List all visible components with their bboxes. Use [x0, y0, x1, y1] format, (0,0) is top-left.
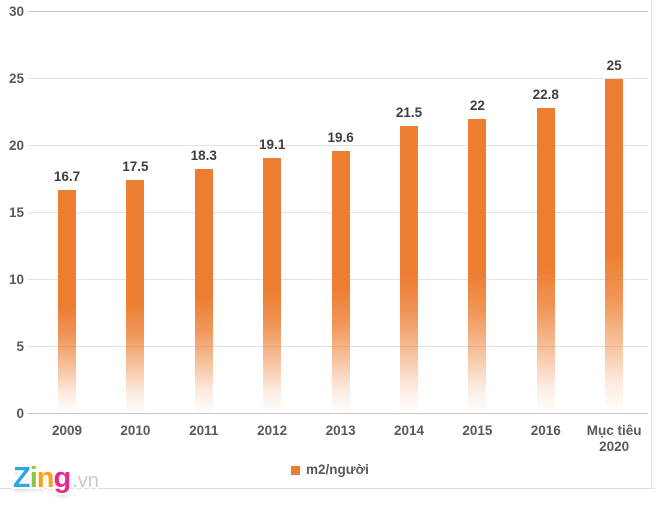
chart-legend: m2/người	[0, 462, 660, 477]
bar-value-label: 19.1	[259, 137, 286, 153]
bar-value-label: 18.3	[190, 147, 217, 163]
y-tick-label: 30	[8, 4, 24, 19]
bar-value-label: 22	[469, 98, 485, 114]
bar	[58, 190, 76, 414]
y-tick-label: 0	[16, 406, 24, 421]
bottom-divider	[0, 488, 655, 489]
bar	[536, 108, 555, 414]
legend-swatch-icon	[291, 466, 301, 475]
bar	[605, 79, 624, 414]
chart-right-border	[651, 0, 652, 489]
zing-domain-suffix: .vn	[72, 470, 99, 492]
bar-value-label: 17.5	[122, 158, 149, 174]
bar	[400, 125, 418, 414]
x-tick-label: 2011	[189, 423, 219, 438]
zing-logo[interactable]: Zing .vn	[13, 461, 99, 495]
zing-logo-letter-g: g	[53, 462, 72, 494]
legend-label: m2/người	[306, 462, 369, 477]
bar	[468, 119, 487, 414]
bar	[126, 179, 145, 414]
x-tick-label: 2012	[257, 423, 288, 438]
y-tick-label: 15	[8, 205, 24, 220]
x-tick-label: 2010	[120, 423, 151, 438]
bar-value-label: 25	[606, 58, 622, 73]
x-tick-label: 2016	[530, 423, 561, 438]
x-tick-label: Mục tiêu 2020	[586, 423, 642, 454]
bar	[194, 168, 213, 414]
gridline	[28, 11, 648, 12]
gridline	[28, 145, 648, 146]
x-tick-label: 2009	[51, 423, 83, 438]
zing-logo-letter-i: i	[29, 462, 38, 494]
gridline	[28, 78, 648, 79]
zing-logo-letter-z: Z	[13, 462, 31, 494]
zing-logo-letter-n: n	[36, 462, 55, 494]
bar	[263, 158, 282, 414]
y-tick-label: 20	[8, 138, 24, 153]
x-tick-label: 2013	[325, 423, 356, 438]
bar-value-label: 16.7	[53, 169, 81, 185]
bar-value-label: 22.8	[532, 87, 559, 103]
x-tick-label: 2015	[462, 423, 493, 438]
bar	[331, 151, 350, 414]
y-tick-label: 10	[8, 272, 24, 287]
zing-logo-letters: Zing	[13, 461, 72, 495]
y-tick-label: 5	[16, 339, 24, 354]
x-axis-line	[28, 413, 648, 414]
y-tick-label: 25	[8, 71, 24, 86]
x-tick-label: 2014	[393, 423, 425, 438]
bar-value-label: 19.6	[327, 130, 354, 146]
bar-value-label: 21.5	[395, 104, 423, 120]
